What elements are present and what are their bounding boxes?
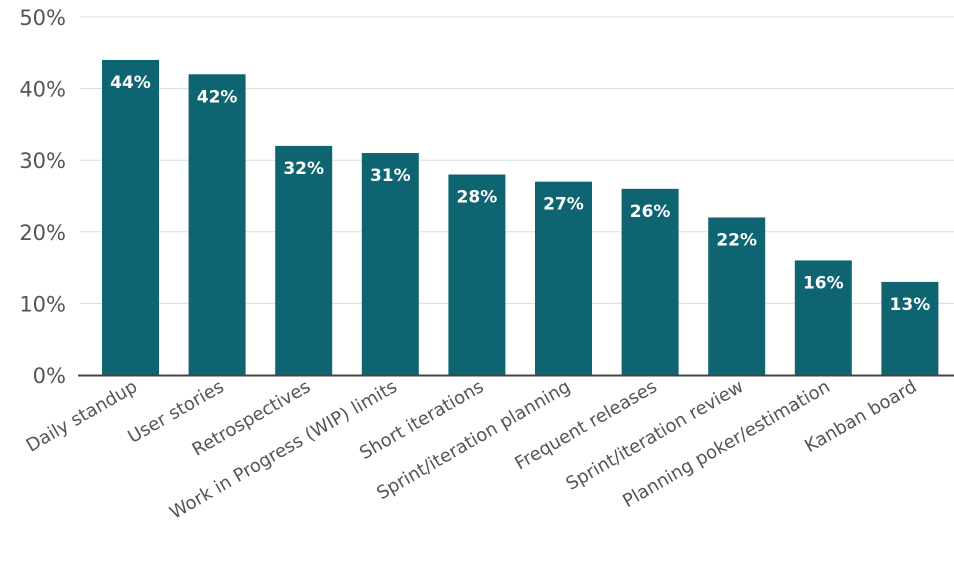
data-label: 44%	[110, 73, 151, 93]
data-label: 26%	[630, 202, 671, 222]
value-labels: 44% 42% 32% 31% 28% 27% 26% 22% 16% 13%	[110, 73, 930, 315]
data-label: 28%	[457, 188, 498, 208]
bar	[881, 281, 939, 375]
x-tick-label: Daily standup	[23, 376, 141, 456]
data-label: 13%	[890, 295, 931, 315]
data-label: 32%	[283, 159, 324, 179]
bar	[275, 145, 333, 375]
bar	[361, 153, 419, 375]
x-tick-label: Frequent releases	[511, 376, 660, 474]
y-tick-label: 0%	[33, 364, 66, 388]
data-label: 16%	[803, 273, 844, 293]
y-tick-label: 30%	[19, 149, 66, 173]
bar	[188, 74, 246, 375]
y-tick-label: 50%	[19, 6, 66, 30]
bar	[102, 59, 159, 376]
bar	[794, 260, 852, 375]
y-axis-ticks: 0% 10% 20% 30% 40% 50%	[19, 6, 66, 388]
y-tick-label: 20%	[19, 221, 66, 245]
bar	[535, 181, 592, 375]
bar	[708, 217, 766, 375]
y-tick-label: 10%	[19, 292, 66, 316]
data-label: 31%	[370, 166, 411, 186]
bar	[448, 174, 506, 375]
bars	[102, 59, 939, 376]
bar	[621, 188, 679, 375]
y-tick-label: 40%	[19, 78, 66, 102]
data-label: 42%	[197, 87, 238, 107]
data-label: 22%	[716, 230, 757, 250]
data-label: 27%	[543, 195, 584, 215]
